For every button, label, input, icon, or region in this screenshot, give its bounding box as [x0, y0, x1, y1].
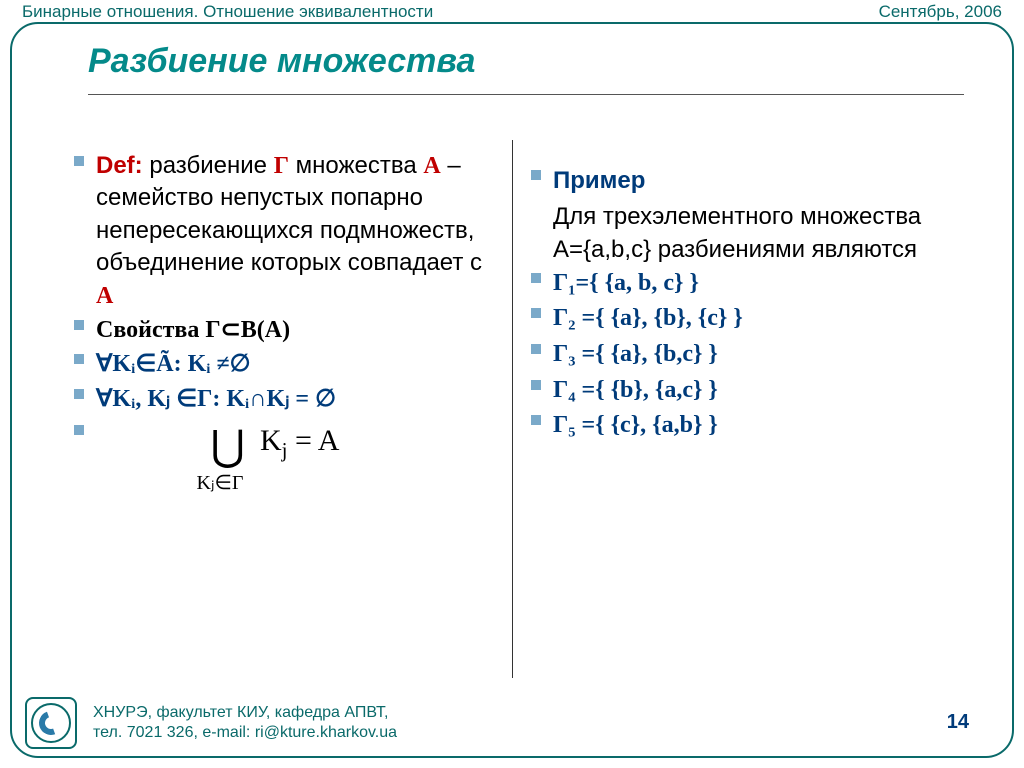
- footer: ХНУРЭ, факультет КИУ, кафедра АПВТ, тел.…: [25, 695, 999, 750]
- property-1-text: ∀Kᵢ∈Ã: Kᵢ ≠∅: [96, 351, 251, 377]
- gamma-4: Γ₄ ={ {b}, {a,c} }: [553, 374, 964, 408]
- gamma-3: Γ₃ ={ {a}, {b,c} }: [553, 338, 964, 372]
- bullet-icon: [74, 354, 84, 364]
- bullet-icon: [531, 344, 541, 354]
- def-label: Def:: [96, 152, 143, 179]
- example-heading: Пример: [553, 164, 964, 198]
- university-logo-icon: [25, 697, 77, 749]
- content-columns: Def: разбиение Γ множества A – семейство…: [40, 140, 984, 678]
- bullet-icon: [531, 273, 541, 283]
- property-2: ∀Kᵢ, Kⱼ ∈Γ: Kᵢ∩Kⱼ = ∅: [96, 383, 484, 415]
- bullet-icon: [531, 415, 541, 425]
- definition-block: Def: разбиение Γ множества A – семейство…: [96, 150, 484, 312]
- def-text-1: разбиение: [149, 152, 273, 179]
- properties-label: Свойства Γ⊂B(A): [96, 317, 290, 343]
- properties-heading: Свойства Γ⊂B(A): [96, 314, 484, 346]
- gamma-5: Γ₅ ={ {c}, {a,b} }: [553, 409, 964, 443]
- example-intro: Для трехэлементного множества: [553, 200, 964, 234]
- gamma-3-text: Γ₃ ={ {a}, {b,c} }: [553, 341, 718, 367]
- title-rule: [88, 94, 964, 95]
- def-A: A: [423, 153, 440, 179]
- gamma-1-text: Γ₁={ {a, b, c} }: [553, 270, 699, 296]
- bullet-icon: [74, 156, 84, 166]
- footer-line-1: ХНУРЭ, факультет КИУ, кафедра АПВТ,: [93, 703, 947, 723]
- def-gamma: Γ: [274, 153, 289, 179]
- bullet-icon: [74, 425, 84, 435]
- bullet-icon: [531, 380, 541, 390]
- property-3: ⋃ Kj = A Kⱼ∈Γ: [96, 419, 484, 497]
- gamma-5-text: Γ₅ ={ {c}, {a,b} }: [553, 412, 718, 438]
- gamma-4-text: Γ₄ ={ {b}, {a,c} }: [553, 377, 718, 403]
- union-sub: Kⱼ∈Γ: [0, 470, 484, 497]
- footer-text: ХНУРЭ, факультет КИУ, кафедра АПВТ, тел.…: [93, 703, 947, 743]
- header-topic: Бинарные отношения. Отношение эквивалент…: [22, 2, 433, 22]
- def-A-end: A: [96, 283, 113, 309]
- example-set: A={a,b,c} разбиениями являются: [553, 233, 964, 267]
- right-column: Пример Для трехэлементного множества A={…: [512, 140, 984, 678]
- gamma-1: Γ₁={ {a, b, c} }: [553, 267, 964, 301]
- union-formula: ⋃ Kj = A Kⱼ∈Γ: [66, 419, 484, 497]
- bullet-icon: [531, 308, 541, 318]
- def-text-2: множества: [296, 152, 424, 179]
- header-date: Сентябрь, 2006: [879, 2, 1002, 22]
- footer-line-2: тел. 7021 326, e-mail: ri@kture.kharkov.…: [93, 723, 947, 743]
- property-1: ∀Kᵢ∈Ã: Kᵢ ≠∅: [96, 348, 484, 380]
- gamma-2-text: Γ₂ ={ {a}, {b}, {c} }: [553, 305, 743, 331]
- property-2-text: ∀Kᵢ, Kⱼ ∈Γ: Kᵢ∩Kⱼ = ∅: [96, 386, 336, 412]
- gamma-2: Γ₂ ={ {a}, {b}, {c} }: [553, 302, 964, 336]
- slide-title: Разбиение множества: [88, 42, 475, 81]
- bullet-icon: [74, 320, 84, 330]
- left-column: Def: разбиение Γ множества A – семейство…: [40, 140, 512, 678]
- union-main: ⋃ Kj = A: [211, 424, 340, 457]
- bullet-icon: [531, 170, 541, 180]
- page-number: 14: [947, 711, 969, 734]
- example-label: Пример: [553, 167, 645, 194]
- bullet-icon: [74, 389, 84, 399]
